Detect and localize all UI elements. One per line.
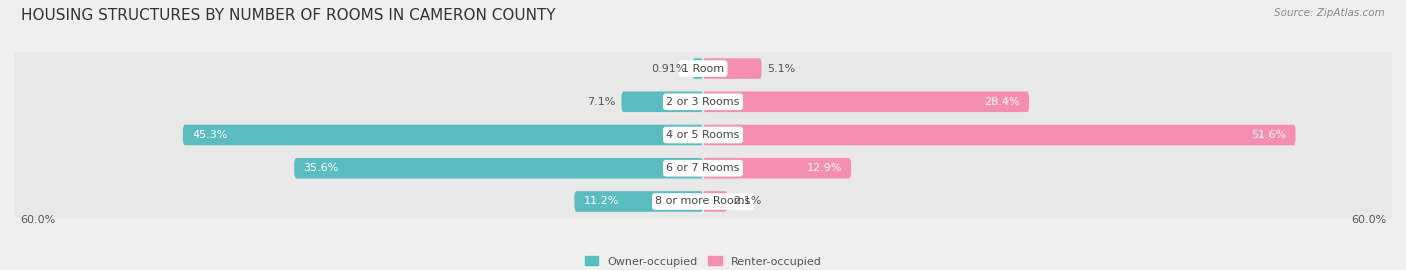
Text: 2 or 3 Rooms: 2 or 3 Rooms xyxy=(666,97,740,107)
FancyBboxPatch shape xyxy=(14,85,1392,118)
Text: 51.6%: 51.6% xyxy=(1251,130,1286,140)
Text: 60.0%: 60.0% xyxy=(1351,215,1386,225)
FancyBboxPatch shape xyxy=(693,58,703,79)
Text: 2.1%: 2.1% xyxy=(733,197,761,207)
FancyBboxPatch shape xyxy=(575,191,703,212)
FancyBboxPatch shape xyxy=(703,191,727,212)
Text: 28.4%: 28.4% xyxy=(984,97,1019,107)
FancyBboxPatch shape xyxy=(14,152,1392,185)
Text: 11.2%: 11.2% xyxy=(583,197,619,207)
Text: 5.1%: 5.1% xyxy=(768,63,796,73)
Text: HOUSING STRUCTURES BY NUMBER OF ROOMS IN CAMERON COUNTY: HOUSING STRUCTURES BY NUMBER OF ROOMS IN… xyxy=(21,8,555,23)
FancyBboxPatch shape xyxy=(703,58,762,79)
FancyBboxPatch shape xyxy=(14,185,1392,218)
FancyBboxPatch shape xyxy=(14,52,1392,85)
FancyBboxPatch shape xyxy=(703,125,1295,145)
FancyBboxPatch shape xyxy=(703,158,851,178)
Text: 45.3%: 45.3% xyxy=(193,130,228,140)
Text: 60.0%: 60.0% xyxy=(20,215,55,225)
Legend: Owner-occupied, Renter-occupied: Owner-occupied, Renter-occupied xyxy=(581,252,825,270)
FancyBboxPatch shape xyxy=(183,125,703,145)
Text: 0.91%: 0.91% xyxy=(651,63,686,73)
Text: 8 or more Rooms: 8 or more Rooms xyxy=(655,197,751,207)
FancyBboxPatch shape xyxy=(14,118,1392,152)
Text: 1 Room: 1 Room xyxy=(682,63,724,73)
Text: 7.1%: 7.1% xyxy=(588,97,616,107)
FancyBboxPatch shape xyxy=(703,92,1029,112)
Text: 12.9%: 12.9% xyxy=(807,163,842,173)
FancyBboxPatch shape xyxy=(294,158,703,178)
Text: Source: ZipAtlas.com: Source: ZipAtlas.com xyxy=(1274,8,1385,18)
FancyBboxPatch shape xyxy=(621,92,703,112)
Text: 6 or 7 Rooms: 6 or 7 Rooms xyxy=(666,163,740,173)
Text: 35.6%: 35.6% xyxy=(304,163,339,173)
Text: 4 or 5 Rooms: 4 or 5 Rooms xyxy=(666,130,740,140)
